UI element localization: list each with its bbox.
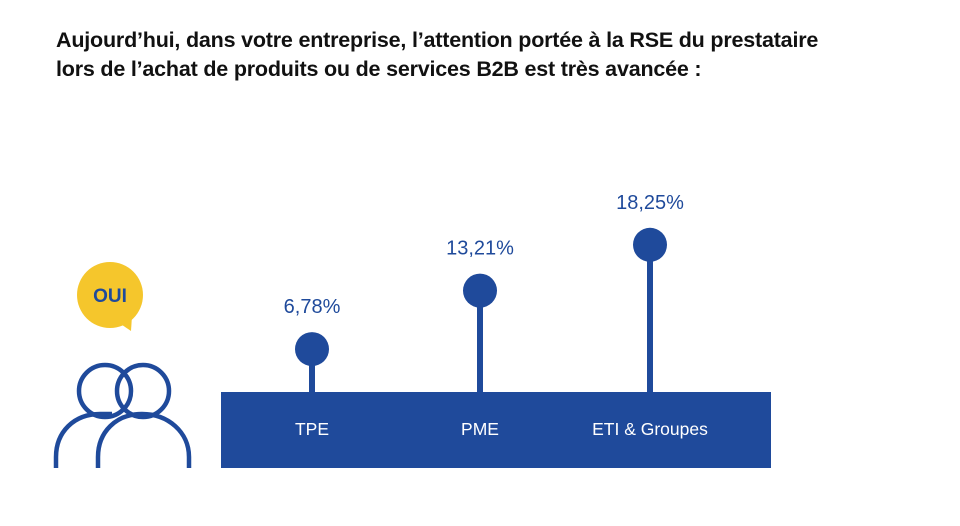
people-icon	[53, 362, 192, 468]
lollipop-dot	[633, 227, 667, 262]
category-label: TPE	[295, 419, 329, 439]
badge-circle	[77, 262, 143, 328]
value-label: 18,25%	[616, 192, 684, 214]
lollipop-series: 6,78% TPE 13,21% PME 18,25% ETI & Groupes	[284, 192, 708, 439]
value-label: 13,21%	[446, 238, 514, 260]
category-label: ETI & Groupes	[592, 419, 708, 439]
category-bar	[221, 392, 771, 468]
chart-title: Aujourd’hui, dans votre entreprise, l’at…	[56, 26, 936, 84]
person-front-head	[114, 362, 172, 420]
badge-tail	[112, 316, 132, 331]
person-back-head	[76, 362, 134, 420]
title-line-2: lors de l’achat de produits ou de servic…	[56, 57, 702, 81]
lollipop-dot	[295, 332, 329, 367]
title-line-1: Aujourd’hui, dans votre entreprise, l’at…	[56, 28, 819, 52]
value-label: 6,78%	[284, 296, 341, 318]
lollipop-dot	[463, 273, 497, 308]
category-label: PME	[461, 419, 499, 439]
badge-label: OUI	[93, 286, 127, 307]
speech-bubble-icon: OUI	[77, 262, 143, 331]
person-back-body	[53, 411, 112, 468]
person-front-body	[95, 411, 192, 468]
